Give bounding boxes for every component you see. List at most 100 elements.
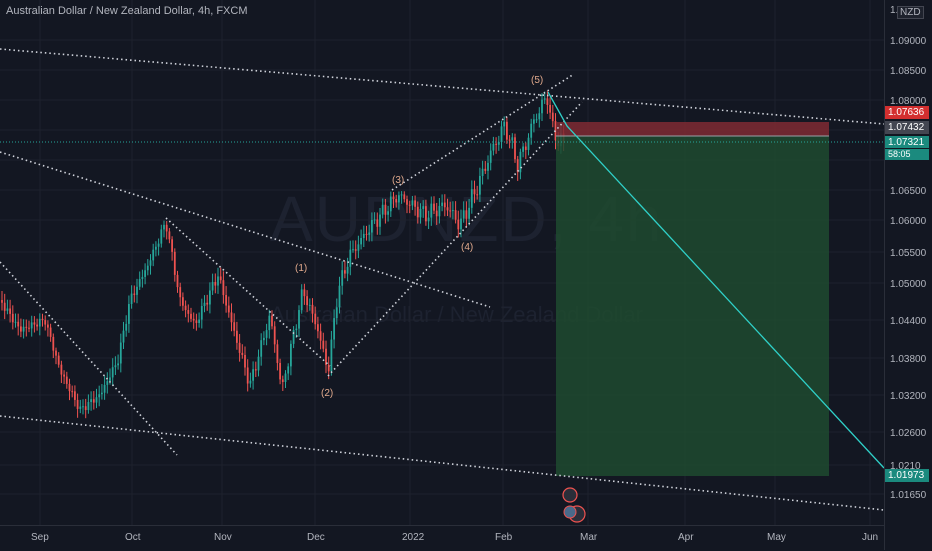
current-price-badge: 1.07321 xyxy=(885,136,929,148)
candle-body xyxy=(98,394,101,398)
candle-body xyxy=(352,249,354,251)
candle-body xyxy=(522,146,524,152)
price-axis[interactable] xyxy=(884,0,932,550)
candle-body xyxy=(168,231,171,240)
event-flag-icon[interactable] xyxy=(562,487,578,503)
candle-body xyxy=(319,331,322,341)
candle-body xyxy=(20,326,22,332)
candle-body xyxy=(327,364,330,372)
left-descending-line[interactable] xyxy=(0,261,178,456)
candle-body xyxy=(41,318,44,321)
candle-body xyxy=(111,367,114,378)
candle-body xyxy=(217,276,219,286)
mid-trend-line[interactable] xyxy=(0,151,491,308)
candle-body xyxy=(133,293,136,295)
candle-body xyxy=(292,330,295,344)
candle-body xyxy=(446,207,449,211)
currency-badge[interactable]: NZD xyxy=(897,6,924,19)
candle-body xyxy=(38,318,41,327)
take-profit-zone[interactable] xyxy=(556,136,829,476)
candle-body xyxy=(500,126,503,143)
candle-body xyxy=(152,249,155,261)
candle-body xyxy=(47,324,49,328)
time-axis-label: Oct xyxy=(125,532,141,543)
oct-descending-line[interactable] xyxy=(165,217,331,367)
candle-body xyxy=(117,363,119,366)
candle-body xyxy=(371,219,373,233)
price-axis-label: 1.0210 xyxy=(890,461,921,472)
time-axis[interactable] xyxy=(0,525,884,551)
candle-body xyxy=(82,406,84,408)
candle-body xyxy=(489,150,492,163)
candle-body xyxy=(63,374,65,377)
event-icons[interactable] xyxy=(562,487,586,523)
upper-channel-line[interactable] xyxy=(0,48,884,125)
candle-body xyxy=(554,121,557,141)
candle-body xyxy=(157,243,160,247)
candle-body xyxy=(497,142,500,145)
candle-body xyxy=(333,318,335,340)
candle-body xyxy=(346,266,349,274)
candle-body xyxy=(49,327,52,337)
target-price-badge: 1.01973 xyxy=(885,469,929,482)
candle-body xyxy=(155,246,157,250)
entry-price-badge: 1.07432 xyxy=(885,121,929,134)
candle-body xyxy=(395,199,398,203)
candle-body xyxy=(317,324,319,332)
candle-body xyxy=(441,202,443,206)
candle-body xyxy=(481,168,484,176)
candle-body xyxy=(438,205,441,217)
candle-body xyxy=(273,326,276,345)
candle-body xyxy=(379,214,381,227)
candle-body xyxy=(95,397,98,403)
candle-body xyxy=(433,203,435,211)
candle-body xyxy=(9,308,11,314)
candle-body xyxy=(530,123,533,138)
wedge-lower-line[interactable] xyxy=(327,101,583,377)
candle-body xyxy=(25,326,28,328)
stop-loss-zone[interactable] xyxy=(556,122,829,136)
wave-label-1: (1) xyxy=(295,263,307,274)
price-chart[interactable]: (1) (2) (3) (4) (5) xyxy=(0,0,884,525)
candle-body xyxy=(260,340,263,357)
candle-body xyxy=(454,210,457,220)
candle-body xyxy=(419,208,422,218)
candle-body xyxy=(457,219,460,230)
candle-body xyxy=(57,355,60,365)
candle-body xyxy=(263,337,265,341)
position-zones xyxy=(556,122,829,476)
candle-body xyxy=(538,113,541,120)
trend-lines[interactable] xyxy=(0,48,884,511)
candle-body xyxy=(211,282,214,291)
candle-body xyxy=(65,376,68,384)
candle-body xyxy=(268,315,271,331)
candle-body xyxy=(179,287,182,298)
candle-body xyxy=(114,365,117,368)
candle-body xyxy=(28,327,30,329)
candle-body xyxy=(246,367,249,384)
candle-body xyxy=(549,104,551,113)
candle-body xyxy=(238,342,241,353)
candle-body xyxy=(76,399,79,409)
candle-body xyxy=(460,218,462,230)
candle-body xyxy=(290,343,292,367)
candle-body xyxy=(514,137,516,160)
candle-body xyxy=(125,323,128,331)
wave-label-5: (5) xyxy=(531,75,543,86)
candle-body xyxy=(411,200,414,206)
candle-body xyxy=(146,265,149,271)
candle-body xyxy=(276,344,279,363)
candle-body xyxy=(541,99,543,114)
time-axis-label: Jun xyxy=(862,532,879,543)
candle-body xyxy=(1,300,3,303)
projection-path[interactable] xyxy=(547,91,884,469)
candle-body xyxy=(249,380,252,384)
candle-body xyxy=(338,285,341,308)
candle-body xyxy=(144,270,146,277)
candle-body xyxy=(479,175,481,195)
candle-body xyxy=(387,211,389,215)
candle-body xyxy=(349,249,352,267)
candle-body xyxy=(462,210,465,219)
event-flag-icon[interactable] xyxy=(563,505,577,519)
